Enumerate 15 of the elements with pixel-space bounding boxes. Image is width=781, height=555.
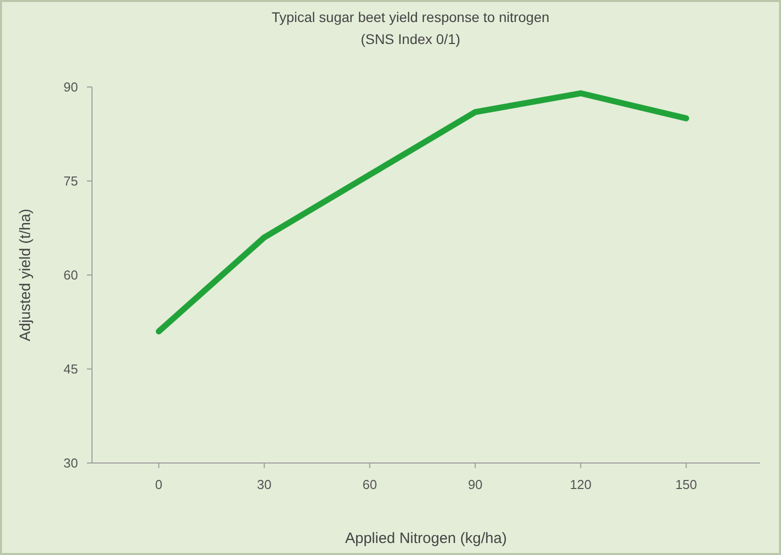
y-tick-label: 30 bbox=[64, 456, 78, 471]
x-tick-label: 120 bbox=[570, 477, 592, 492]
y-tick-label: 45 bbox=[64, 362, 78, 377]
y-tick-label: 75 bbox=[64, 174, 78, 189]
x-tick-label: 60 bbox=[362, 477, 377, 492]
y-tick-label: 90 bbox=[64, 80, 78, 95]
x-tick-label: 0 bbox=[155, 477, 162, 492]
y-tick-label: 60 bbox=[64, 268, 78, 283]
x-tick-label: 30 bbox=[257, 477, 272, 492]
x-tick-label: 90 bbox=[468, 477, 482, 492]
chart-subtitle: (SNS Index 0/1) bbox=[360, 31, 460, 47]
x-axis-title: Applied Nitrogen (kg/ha) bbox=[345, 530, 507, 547]
x-tick-label: 150 bbox=[675, 477, 698, 492]
chart-title: Typical sugar beet yield response to nitrogen bbox=[272, 9, 550, 25]
y-axis-title: Adjusted yield (t/ha) bbox=[17, 208, 34, 342]
